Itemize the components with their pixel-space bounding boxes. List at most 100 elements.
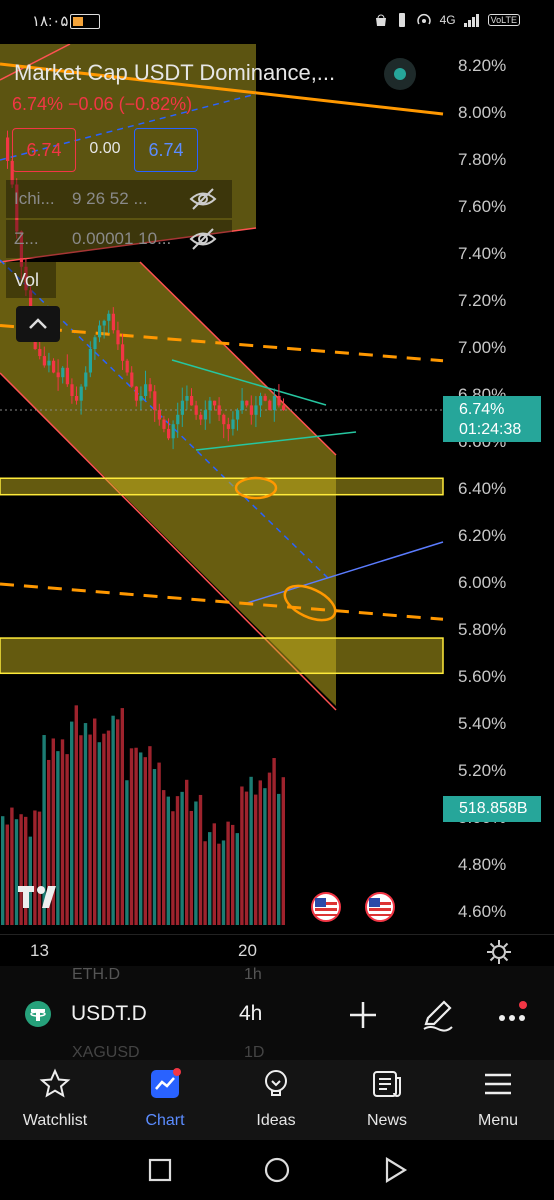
candle <box>79 386 83 401</box>
indicator-zigzag[interactable]: Z... 0.00001 10... <box>6 220 232 258</box>
market-open-indicator[interactable] <box>384 58 416 90</box>
volume-bar <box>226 821 230 925</box>
bar-countdown: 01:24:38 <box>459 421 522 438</box>
volume-bar <box>180 791 184 925</box>
buy-button[interactable]: 6.74 <box>134 128 198 172</box>
network-label: 4G <box>439 13 456 27</box>
annotation-circle <box>234 476 278 500</box>
volume-bar <box>51 738 55 925</box>
volume-bar <box>24 816 28 925</box>
volume-bar <box>221 840 226 925</box>
candle <box>107 313 111 321</box>
volume-bar <box>120 708 124 925</box>
us-event-flag-icon[interactable] <box>365 892 395 922</box>
volume-bar <box>235 833 239 925</box>
volume-bar <box>277 793 281 925</box>
add-plus-icon[interactable] <box>346 998 380 1032</box>
price-tick: 8.20% <box>458 56 507 75</box>
candle <box>180 400 184 415</box>
candle <box>61 367 65 378</box>
volume-bar <box>166 796 170 925</box>
back-icon[interactable] <box>381 1156 409 1184</box>
candle <box>245 400 249 406</box>
candle <box>38 349 42 357</box>
support-zone <box>0 477 444 496</box>
us-event-flag-icon[interactable] <box>311 892 341 922</box>
sell-button[interactable]: 6.74 <box>12 128 76 172</box>
volume-bar <box>263 788 267 925</box>
candle <box>153 391 157 411</box>
volume-bar <box>212 823 216 925</box>
time-axis[interactable]: 13 20 <box>0 934 554 967</box>
home-icon[interactable] <box>263 1156 291 1184</box>
volume-bar <box>116 719 120 925</box>
price-chart[interactable] <box>0 44 554 934</box>
price-tick: 6.20% <box>458 526 507 545</box>
spread-value: 0.00 <box>89 140 121 157</box>
volume-bar <box>208 832 212 925</box>
candle <box>272 396 276 411</box>
volume-bar <box>162 790 166 925</box>
volume-bar <box>198 794 203 925</box>
volume-bar <box>70 721 74 925</box>
tab-watchlist[interactable]: Watchlist <box>0 1060 110 1140</box>
status-bar: ۱۸:۰۵ 4G VoLTE <box>0 0 554 44</box>
more-options-icon[interactable] <box>494 1000 530 1030</box>
dashed-level <box>0 582 444 621</box>
last-volume: 518.858B <box>459 800 528 817</box>
candle <box>93 337 97 349</box>
candle <box>88 349 92 373</box>
scroll-ghost-symbol: XAGUSD <box>72 1044 140 1061</box>
battery-icon <box>70 14 100 29</box>
candle <box>84 372 88 387</box>
drawing-tools-icon[interactable] <box>420 996 456 1032</box>
volume-bar <box>249 776 253 925</box>
price-tick: 5.60% <box>458 667 507 686</box>
candle <box>47 360 51 366</box>
tether-logo-icon[interactable] <box>24 1000 52 1028</box>
resistance-line <box>0 62 444 116</box>
indicator-ichimoku[interactable]: Ichi... 9 26 52 ... <box>6 180 232 218</box>
gear-icon[interactable] <box>486 939 512 965</box>
scroll-ghost-symbol: ETH.D <box>72 966 120 983</box>
candle <box>213 400 217 406</box>
candle <box>75 396 79 401</box>
volume-bar <box>217 843 221 925</box>
volume-bar <box>171 811 175 925</box>
volume-bar <box>28 836 32 925</box>
volume-bar <box>152 769 157 925</box>
candle <box>167 428 171 439</box>
chart-icon <box>151 1068 181 1098</box>
collapse-legend-button[interactable] <box>16 306 60 342</box>
symbol-selector[interactable]: USDT.D <box>71 1002 147 1025</box>
scroll-ghost-interval: 1h <box>244 966 262 983</box>
interval-selector[interactable]: 4h <box>239 1002 263 1025</box>
candle <box>15 184 19 232</box>
time-tick: 20 <box>238 941 257 960</box>
status-icons: 4G VoLTE <box>373 12 520 28</box>
tab-chart[interactable]: Chart <box>110 1060 220 1140</box>
candle <box>194 405 198 415</box>
eye-hidden-icon[interactable] <box>188 226 218 252</box>
tab-news[interactable]: News <box>332 1060 442 1140</box>
tab-menu[interactable]: Menu <box>443 1060 553 1140</box>
volume-bar <box>139 752 143 925</box>
candle <box>102 320 106 326</box>
eye-hidden-icon[interactable] <box>188 186 218 212</box>
chart-title[interactable]: Market Cap USDT Dominance,... <box>14 60 336 85</box>
tradingview-logo[interactable] <box>18 884 66 910</box>
volume-bar <box>148 746 152 925</box>
triangle-upper <box>171 359 327 406</box>
candle <box>208 400 212 411</box>
median-line <box>0 93 257 161</box>
volte-badge: VoLTE <box>487 14 520 26</box>
candle <box>6 137 10 161</box>
candle <box>249 405 253 415</box>
indicator-volume[interactable]: Vol <box>6 262 56 298</box>
candle <box>240 400 244 411</box>
candle <box>268 400 272 411</box>
candle <box>236 410 240 420</box>
volume-bar <box>258 780 262 925</box>
recent-apps-icon[interactable] <box>146 1156 174 1184</box>
tab-ideas[interactable]: Ideas <box>221 1060 331 1140</box>
